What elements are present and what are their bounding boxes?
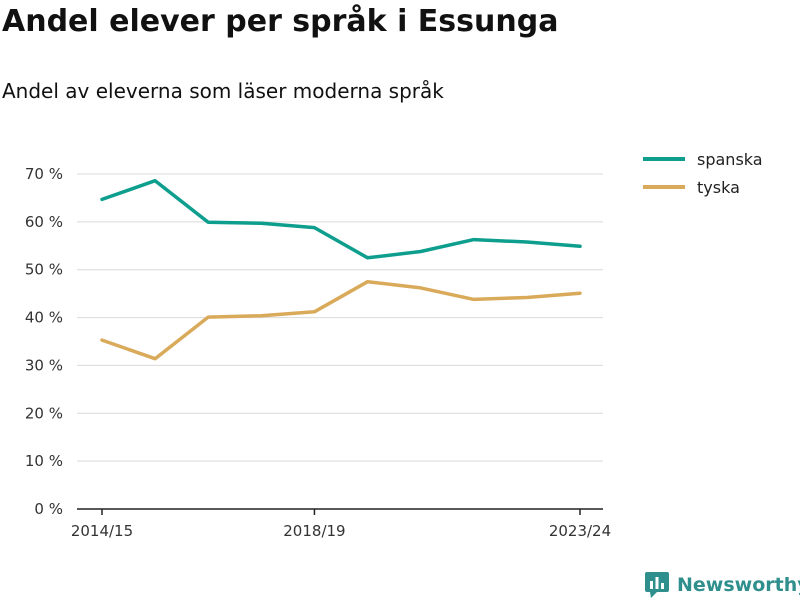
y-tick-label: 10 %: [25, 452, 63, 470]
y-tick-label: 40 %: [25, 309, 63, 327]
chart-subtitle: Andel av eleverna som läser moderna språ…: [2, 79, 444, 103]
y-tick-label: 50 %: [25, 261, 63, 279]
legend-label-spanska: spanska: [697, 150, 763, 169]
x-tick-labels: 2014/15 2018/19 2023/24: [71, 522, 611, 540]
series-lines: [100, 178, 582, 361]
grid-lines: [77, 173, 603, 462]
x-tick-label: 2023/24: [549, 522, 611, 540]
x-axis: [77, 508, 603, 515]
brand-name: Newsworthy: [677, 574, 800, 596]
y-tick-labels: 0 % 10 % 20 % 30 % 40 % 50 % 60 % 70 %: [25, 165, 63, 518]
series-line-spanska: [100, 178, 582, 260]
y-tick-label: 20 %: [25, 404, 63, 422]
x-tick-label: 2014/15: [71, 522, 133, 540]
y-tick-label: 60 %: [25, 213, 63, 231]
legend-label-tyska: tyska: [697, 178, 740, 197]
y-tick-label: 30 %: [25, 356, 63, 374]
series-line-tyska: [100, 279, 582, 361]
x-tick-label: 2018/19: [283, 522, 345, 540]
y-tick-label: 70 %: [25, 165, 63, 183]
y-tick-label: 0 %: [34, 500, 63, 518]
newsworthy-logo-icon: [645, 572, 669, 598]
legend: spanska tyska: [643, 150, 763, 197]
brand-logo: Newsworthy: [645, 571, 800, 599]
chart-title: Andel elever per språk i Essunga: [2, 4, 559, 39]
